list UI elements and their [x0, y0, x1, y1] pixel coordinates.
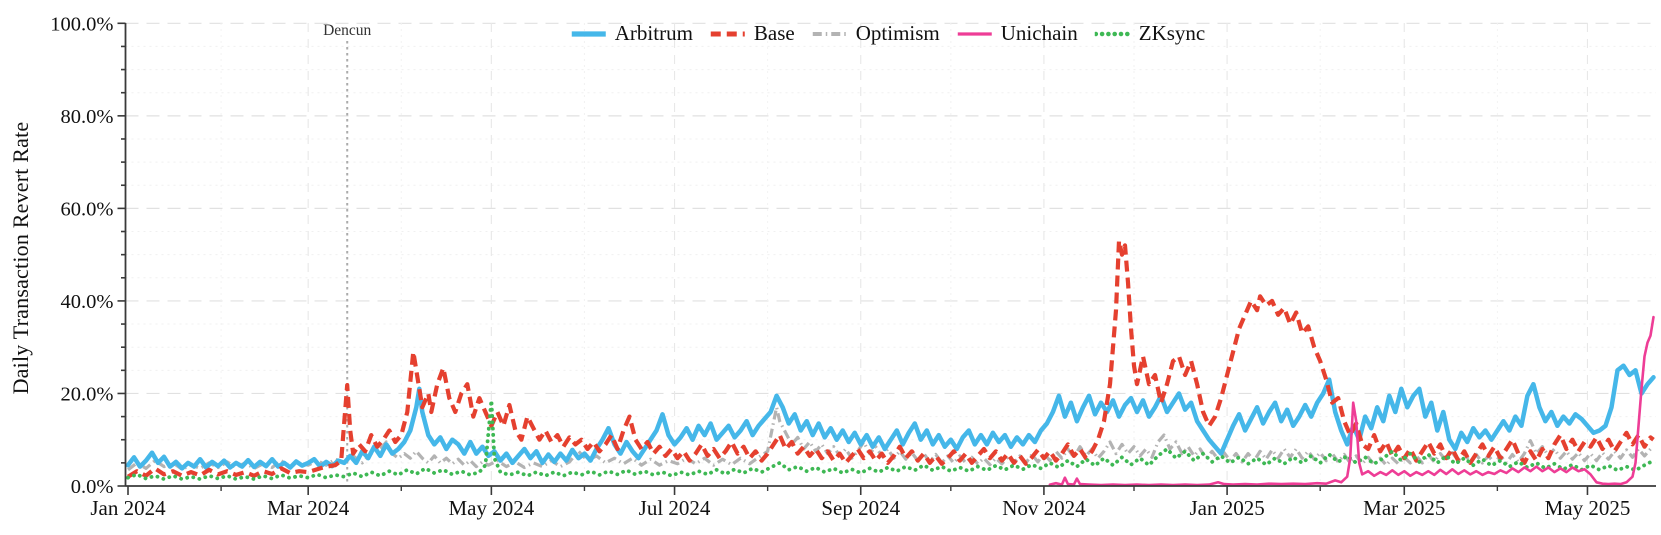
legend-label-arbitrum: Arbitrum	[614, 21, 693, 45]
legend-label-base: Base	[753, 21, 795, 45]
legend-line-sample-unichain	[957, 31, 992, 36]
x-tick-label: May 2024	[448, 496, 534, 520]
legend-label-unichain: Unichain	[1000, 21, 1078, 45]
x-tick-label: Jan 2024	[90, 496, 166, 520]
series-line-base	[126, 238, 1655, 479]
y-tick-label: 40.0%	[61, 291, 114, 313]
x-tick-label: Jul 2024	[639, 496, 711, 520]
legend-item-arbitrum: Arbitrum	[571, 21, 693, 46]
x-tick-label: Nov 2024	[1002, 496, 1086, 520]
legend-line-sample-zksync	[1094, 31, 1131, 36]
y-tick-label: 20.0%	[61, 383, 114, 405]
y-tick-label: 80.0%	[61, 106, 114, 128]
x-tick-label: Sep 2024	[821, 496, 900, 520]
series-line-zksync	[126, 398, 1656, 482]
x-tick-label: Mar 2024	[267, 496, 350, 520]
legend-label-zksync: ZKsync	[1138, 21, 1206, 45]
dencun-label: Dencun	[323, 22, 371, 39]
x-tick-label: Mar 2025	[1363, 496, 1445, 520]
y-tick-label: 0.0%	[71, 476, 114, 498]
legend-line-sample-arbitrum	[571, 30, 606, 37]
series-line-unichain	[1048, 315, 1655, 487]
y-tick-label: 60.0%	[61, 198, 114, 220]
legend-line-sample-base	[710, 31, 745, 36]
x-tick-label: Jan 2025	[1189, 496, 1264, 520]
legend-item-base: Base	[710, 21, 795, 46]
legend-item-zksync: ZKsync	[1094, 21, 1206, 46]
legend-line-sample-optimism	[812, 31, 847, 36]
annotations: Dencun	[323, 22, 372, 484]
legend-item-optimism: Optimism	[812, 21, 940, 46]
series-line-arbitrum	[125, 363, 1656, 471]
legend-item-unichain: Unichain	[957, 21, 1078, 46]
x-tick-label: May 2025	[1545, 496, 1631, 520]
chart-legend: Arbitrum Base Optimism Unichain ZKsync	[571, 21, 1205, 46]
series-line-optimism	[127, 405, 1652, 472]
legend-label-optimism: Optimism	[855, 21, 940, 45]
y-axis-title: Daily Transaction Revert Rate	[8, 121, 33, 395]
y-tick-label: 100.0%	[50, 13, 113, 35]
axes: 0.0% 20.0% 40.0% 60.0% 80.0% 100.0% Jan 2024 Ma…	[50, 13, 1656, 520]
